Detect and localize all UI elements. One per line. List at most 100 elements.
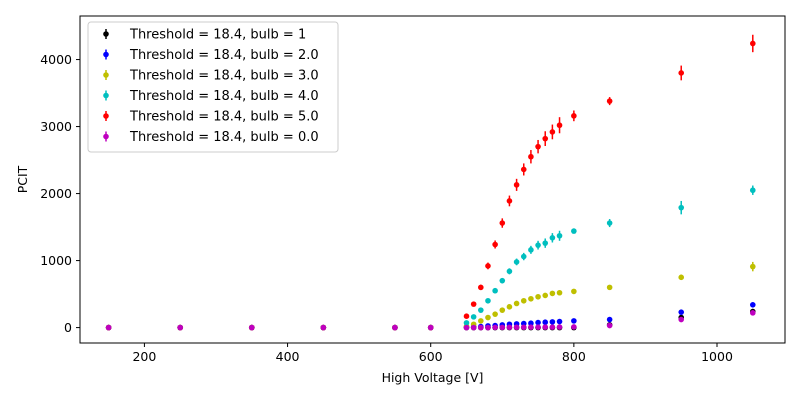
data-point [678,70,685,76]
data-point [535,319,541,326]
data-point [678,204,685,211]
data-point [499,307,506,313]
data-point [463,324,470,331]
data-point [485,314,491,321]
data-point [513,300,520,307]
x-tick-label: 600 [419,349,443,364]
y-axis-label: PCIT [15,165,30,193]
data-point [520,324,527,331]
data-point [549,234,556,241]
data-point [535,143,541,150]
legend-marker-icon [103,51,109,58]
data-point [513,259,520,265]
legend-entry-label: Threshold = 18.4, bulb = 0.0 [129,130,319,145]
data-point [606,220,613,226]
legend-marker-icon [103,92,109,99]
y-axis-ticks: 0 1000 2000 3000 4000 [40,52,80,335]
data-point [549,324,556,330]
data-point [470,301,477,307]
data-point [556,318,563,325]
data-point [177,324,184,331]
legend-entry-label: Threshold = 18.4, bulb = 1 [129,28,306,43]
data-point [606,284,613,291]
plot-area-frame [79,15,786,344]
data-point [528,320,534,327]
legend-marker-icon [103,72,109,78]
data-point [535,242,541,248]
data-point [542,240,549,246]
data-point [556,122,563,129]
data-point [542,135,549,142]
legend-marker-icon [103,31,109,37]
data-point [427,324,434,331]
data-point [499,220,506,226]
data-point [485,263,491,269]
data-point [320,324,327,331]
data-point [606,316,613,323]
x-tick-label: 1000 [701,349,733,364]
data-point [492,311,498,317]
y-tick-label: 4000 [40,52,72,67]
data-point [520,253,527,260]
data-point [542,292,549,299]
data-point [678,309,685,315]
data-point [535,324,541,330]
data-point [542,319,549,326]
data-point [520,166,527,173]
data-point [470,324,477,331]
data-point [478,307,484,313]
data-point [535,293,541,300]
data-point [513,182,520,188]
series-5 [105,310,756,331]
data-point [549,319,556,325]
data-point [556,232,563,239]
data-point [499,277,506,284]
data-point [571,324,577,330]
legend-entry-label: Threshold = 18.4, bulb = 2.0 [129,48,319,63]
data-point [392,324,398,331]
data-point [520,297,527,304]
data-point [513,324,520,331]
y-tick-label: 1000 [40,253,72,268]
legend: Threshold = 18.4, bulb = 1 Threshold = 18… [87,21,339,153]
data-point [506,198,513,204]
data-point [606,98,613,104]
data-marks [105,34,756,331]
x-axis-ticks: 200 400 600 800 1000 [132,343,733,364]
data-point [478,318,484,324]
legend-marker-icon [103,113,109,119]
data-point [499,324,506,331]
legend-entry-label: Threshold = 18.4, bulb = 4.0 [129,89,319,104]
data-point [678,316,685,323]
data-point [571,288,577,295]
data-point [105,324,112,331]
data-point [485,297,491,304]
data-point [749,40,756,47]
legend-box [87,21,339,153]
data-point [463,320,470,326]
data-point [478,284,484,291]
legend-marker-icon [103,133,109,140]
data-point [478,324,484,331]
data-point [549,290,556,297]
data-point [749,302,756,308]
data-point [571,318,577,324]
data-point [749,310,756,316]
data-point [506,268,513,275]
data-point [470,314,477,320]
data-point [528,324,534,330]
data-point [528,247,534,253]
x-tick-label: 200 [132,349,156,364]
data-point [571,113,577,119]
data-point [485,324,491,331]
legend-entry-label: Threshold = 18.4, bulb = 5.0 [129,110,319,125]
legend-entry-label: Threshold = 18.4, bulb = 3.0 [129,69,319,84]
y-tick-label: 3000 [40,119,72,134]
data-point [556,289,563,296]
data-point [556,324,563,330]
data-point [492,241,498,248]
x-axis-label: High Voltage [V] [382,370,484,385]
y-tick-label: 0 [64,320,72,335]
y-tick-label: 2000 [40,186,72,201]
